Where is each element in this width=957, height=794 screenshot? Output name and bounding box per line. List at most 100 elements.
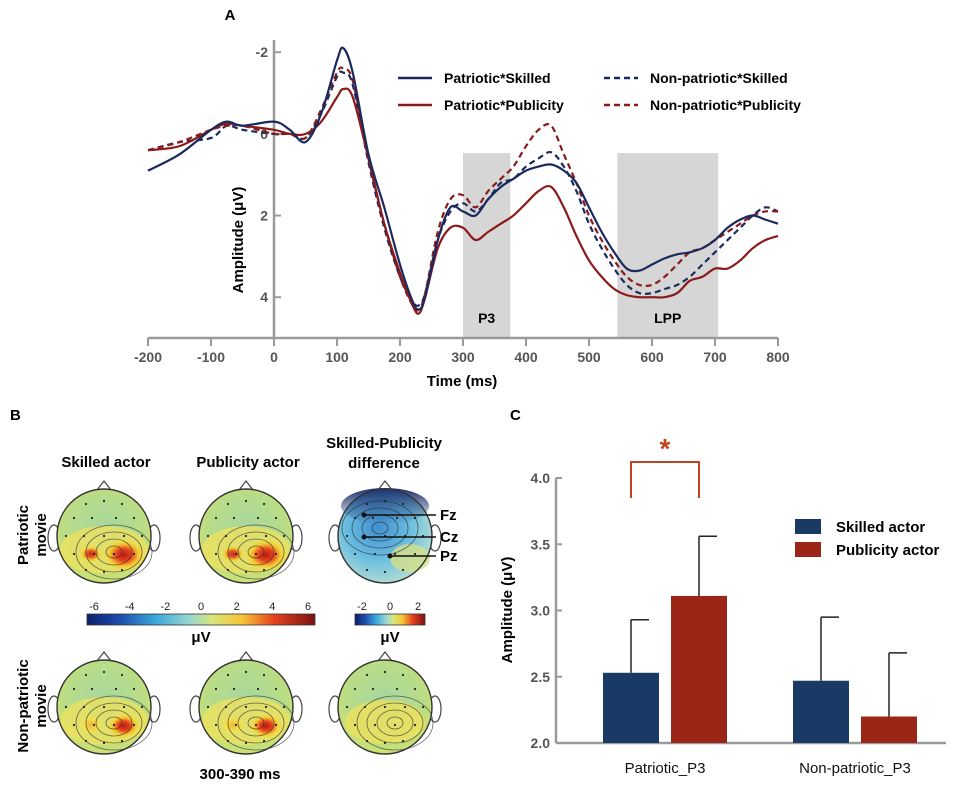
electrode-dot <box>274 687 278 691</box>
electrode-dot <box>64 534 68 538</box>
y-tick-label: 4 <box>260 289 268 305</box>
topomap-nonpatriotic-skilled <box>47 651 161 755</box>
electrode-dot <box>120 502 124 506</box>
electrode-dot <box>264 705 268 709</box>
electrode-dot <box>345 534 349 538</box>
electrode-dot <box>92 552 96 556</box>
colorbar-tick-label: 0 <box>198 601 204 613</box>
x-tick-label: 600 <box>640 349 664 365</box>
colorbar-tick-label: 2 <box>415 601 421 613</box>
x-tick-label: 0 <box>270 349 278 365</box>
nose <box>238 480 254 491</box>
right-parietal-region <box>390 544 430 572</box>
contour-line <box>386 716 404 730</box>
window-label-lpp: LPP <box>654 310 681 326</box>
significance-marker: * <box>660 433 671 464</box>
colorbar-tick-label: 4 <box>269 601 275 613</box>
colorbar-tick-label: -4 <box>125 601 135 613</box>
series-line-patriotic-skilled <box>147 46 779 311</box>
colorbar-tick-label: -2 <box>357 601 367 613</box>
right-hotspot <box>102 538 146 572</box>
y-axis-label: Amplitude (μV) <box>499 557 516 664</box>
electrode-dot <box>256 687 260 691</box>
electrode-dot <box>82 705 86 709</box>
contour-line <box>247 716 265 730</box>
electrode-dot <box>102 534 106 538</box>
electrode-dot <box>244 499 248 503</box>
electrode-dot <box>383 499 387 503</box>
nose <box>96 480 112 491</box>
electrode-dot <box>234 552 238 556</box>
electrode-dot <box>244 570 248 574</box>
electrode-dot <box>234 723 238 727</box>
left-hotspot <box>221 716 245 734</box>
topomap-patriotic-skilled <box>47 480 161 584</box>
y-tick-label: -2 <box>256 44 269 60</box>
electrode-dot <box>365 502 369 506</box>
erp-axes: -200 -100 0 100 200 300 400 500 600 700 800-2024Ti… <box>134 40 790 390</box>
y-tick-label: 2.5 <box>531 669 551 685</box>
electrode-dot <box>383 741 387 745</box>
electrode-dot <box>282 705 286 709</box>
electrode-dot <box>383 570 387 574</box>
row-label-non-patriotic-line1: Non-patriotic <box>15 659 32 752</box>
electrode-dot <box>112 552 116 556</box>
electrode-dot <box>122 534 126 538</box>
electrode-dot <box>371 516 375 520</box>
electrode-dot <box>264 534 268 538</box>
col-header-publicity: Publicity actor <box>196 454 300 471</box>
topomap-heads <box>47 480 442 755</box>
electrode-dot <box>393 723 397 727</box>
nose <box>238 651 254 662</box>
electrode-dot <box>373 552 377 556</box>
contour-line <box>341 500 419 556</box>
electrode-dot <box>102 499 106 503</box>
window-p3 <box>463 153 511 338</box>
electrode-dot <box>102 570 106 574</box>
electrode-dot <box>112 723 116 727</box>
electrode-dot <box>72 723 76 727</box>
y-tick-label: 4.0 <box>531 470 551 486</box>
head-outline <box>198 488 294 584</box>
electrode-dot <box>262 502 266 506</box>
electrode-dot <box>226 502 230 506</box>
electrode-dot <box>262 673 266 677</box>
electrode-labels: Fz Cz Pz <box>361 507 458 565</box>
topography-panel: Skilled actor Publicity actor Skilled-Pu… <box>15 435 458 783</box>
legend-label: Non-patriotic*Skilled <box>650 70 788 86</box>
electrode-dot <box>383 670 387 674</box>
electrode-dot <box>84 673 88 677</box>
electrode-dot <box>421 705 425 709</box>
panel-label-a: A <box>225 7 236 24</box>
colorbar-diff-ticks: -2 0 2 <box>357 601 421 613</box>
x-tick-label: 100 <box>325 349 349 365</box>
legend-label: Non-patriotic*Publicity <box>650 97 801 113</box>
head-outline <box>337 659 433 755</box>
electrode-dot <box>72 687 76 691</box>
head-outline <box>337 488 433 584</box>
head-outline <box>56 488 152 584</box>
electrode-dot <box>84 502 88 506</box>
electrode-dot <box>120 673 124 677</box>
electrode-dot <box>90 516 94 520</box>
y-tick-label: 3.0 <box>531 603 551 619</box>
colorbar-main: -6 -4 -2 0 2 4 6 μV <box>86 601 316 646</box>
x-tick-label: 300 <box>451 349 475 365</box>
electrode-dot <box>132 552 136 556</box>
electrode-dot <box>64 705 68 709</box>
electrode-dot <box>262 568 266 572</box>
electrode-cz: Cz <box>440 529 458 546</box>
series-line-non-patriotic-publicity <box>147 66 779 312</box>
row-label-patriotic-line2: movie <box>33 513 50 556</box>
colorbar-main-unit: μV <box>191 629 210 646</box>
electrode-dot <box>274 723 278 727</box>
electrode-dot <box>371 687 375 691</box>
contour-line <box>351 507 409 549</box>
electrode-dot <box>254 723 258 727</box>
legend-swatch <box>795 542 821 557</box>
electrode-dot <box>120 568 124 572</box>
electrode-dot <box>232 687 236 691</box>
row-label-non-patriotic-line2: movie <box>33 684 50 727</box>
electrode-dot <box>254 552 258 556</box>
